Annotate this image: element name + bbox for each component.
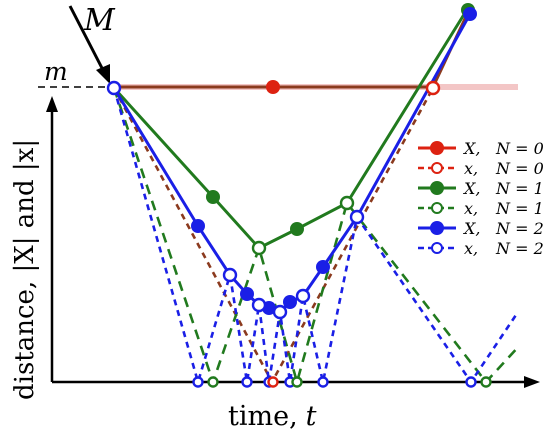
big-m-label: M — [83, 3, 116, 38]
legend-variable: x, — [464, 199, 478, 218]
legend-entry: x, N = 0 — [418, 159, 544, 178]
X-n2-trajectory — [112, 13, 472, 314]
axis-x-n2-marker — [192, 376, 204, 388]
legend-entry: x, N = 1 — [418, 199, 544, 218]
axis-x-n2-marker — [317, 376, 329, 388]
legend: X, N = 0 x, N = 0 X, N = 1 x, N = 1 X, N = 2 x, N =… — [418, 139, 544, 258]
legend-entry: X, N = 2 — [418, 219, 544, 238]
legend-marker — [430, 181, 444, 195]
legend-entry: X, N = 1 — [418, 179, 544, 198]
legend-variable: X, — [462, 179, 480, 198]
x-n1-marker — [339, 195, 355, 211]
legend-variable: X, — [462, 219, 480, 238]
dashed-trajectories — [112, 87, 521, 387]
legend-variable: x, — [464, 239, 478, 258]
m-pointer-arrowhead — [96, 64, 110, 84]
x-n1-trajectory — [112, 87, 521, 387]
legend-marker — [430, 141, 444, 155]
legend-entry: x, N = 2 — [418, 239, 544, 258]
legend-variable: x, — [464, 159, 478, 178]
X-n2-marker — [191, 219, 205, 233]
x-n2-trajectory — [112, 87, 520, 387]
legend-n-value: N = 0 — [495, 139, 544, 158]
X-n2-marker — [240, 287, 254, 301]
legend-n-value: N = 1 — [495, 199, 544, 218]
axis-x-n2-marker — [465, 376, 477, 388]
x-n2-marker — [349, 209, 365, 225]
axis-x-n2-marker — [241, 376, 253, 388]
X-n2-marker — [283, 295, 297, 309]
legend-variable: X, — [462, 139, 480, 158]
x-axis-arrowhead — [524, 376, 540, 388]
open-markers — [106, 80, 492, 388]
x-n1-marker — [251, 240, 267, 256]
legend-entry: X, N = 0 — [418, 139, 544, 158]
y-axis-arrowhead — [46, 96, 58, 112]
legend-marker — [430, 221, 444, 235]
solid-trajectories — [112, 7, 472, 314]
axis-x-n1-marker — [291, 376, 303, 388]
X-n2-marker — [463, 7, 477, 21]
x-n2-marker — [272, 304, 288, 320]
x-n0-marker — [425, 80, 441, 96]
axis-x-n1-marker — [207, 376, 219, 388]
start-marker — [106, 80, 122, 96]
X-n1-trajectory — [112, 7, 470, 250]
small-m-label: m — [44, 57, 68, 86]
legend-marker — [431, 242, 443, 254]
legend-n-value: N = 1 — [495, 179, 544, 198]
x-axis-var: t — [306, 401, 317, 432]
axis-x-n0-marker — [267, 376, 279, 388]
X-n2-marker — [316, 260, 330, 274]
x-n0-trajectory — [112, 87, 435, 385]
y-axis-label: distance, |X| and |x| — [10, 139, 40, 400]
legend-n-value: N = 0 — [495, 159, 544, 178]
m-pointer-arrow — [68, 5, 106, 73]
axis-x-n1-marker — [480, 376, 492, 388]
legend-marker — [431, 162, 443, 174]
x-n2-marker — [222, 267, 238, 283]
X-n1-marker — [206, 190, 220, 204]
legend-marker — [431, 202, 443, 214]
X-n1-marker — [290, 222, 304, 236]
x-axis-label-text: time, — [228, 401, 298, 432]
legend-n-value: N = 2 — [495, 239, 544, 258]
x-axis-label: time, t — [228, 401, 317, 432]
legend-n-value: N = 2 — [495, 219, 544, 238]
X-n0-marker — [266, 80, 280, 94]
x-n2-marker — [295, 288, 311, 304]
x-n2-marker — [251, 297, 267, 313]
